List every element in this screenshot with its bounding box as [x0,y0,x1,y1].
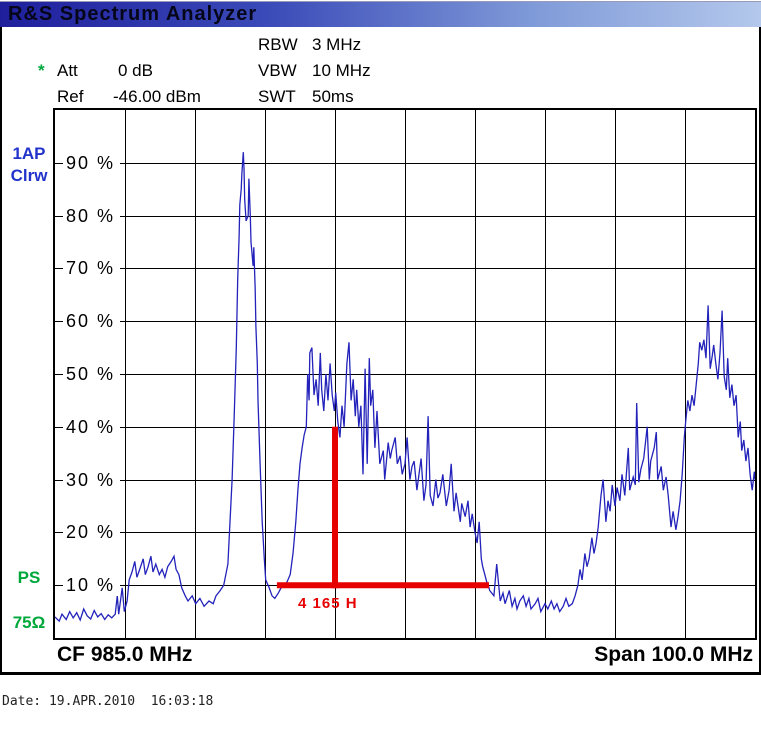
marker-label: 4 165 H [298,595,358,613]
detector-label: PS [17,568,41,587]
y-axis-tick-label: 70 % [63,257,121,280]
window-title: R&S Spectrum Analyzer [8,3,258,25]
impedance-label: 75Ω [12,613,46,632]
center-frequency-readout: CF 985.0 MHz [57,643,193,666]
swt-value: 50ms [312,87,354,106]
y-axis-tick-label: 10 % [63,574,121,597]
vbw-label: VBW [258,61,297,80]
att-label: Att [57,61,78,80]
spectrum-trace [55,152,755,623]
y-axis-tick-label: 90 % [63,151,121,174]
y-axis-tick-label: 50 % [63,363,121,385]
rbw-value: 3 MHz [312,35,362,54]
y-axis-tick-label: 40 % [63,415,121,438]
span-readout: Span 100.0 MHz [594,643,753,666]
plot-area: 4 165 H 90 % 80 % 70 % 60 % 50 % 40 % 30 % 20 %… [53,108,757,640]
att-active-star: * [38,61,45,80]
date-time-stamp: Date: 19.APR.2010 16:03:18 [2,694,214,709]
swt-label: SWT [258,87,296,106]
y-axis-tick-label: 60 % [63,310,121,333]
att-value: 0 dB [118,61,153,80]
rbw-label: RBW [258,35,298,54]
ref-label: Ref [57,87,84,106]
spectrum-display [55,110,755,638]
vbw-value: 10 MHz [312,61,371,80]
ref-value: -46.00 dBm [113,87,201,106]
title-bar: R&S Spectrum Analyzer [0,1,761,27]
y-axis-tick-label: 30 % [63,468,121,491]
y-axis-tick-label: 80 % [63,204,121,227]
y-axis-tick-label: 20 % [63,521,121,544]
graticule [55,110,755,638]
trace-mode-label: Clrw [10,166,48,185]
trace-name-label: 1AP [12,144,46,163]
